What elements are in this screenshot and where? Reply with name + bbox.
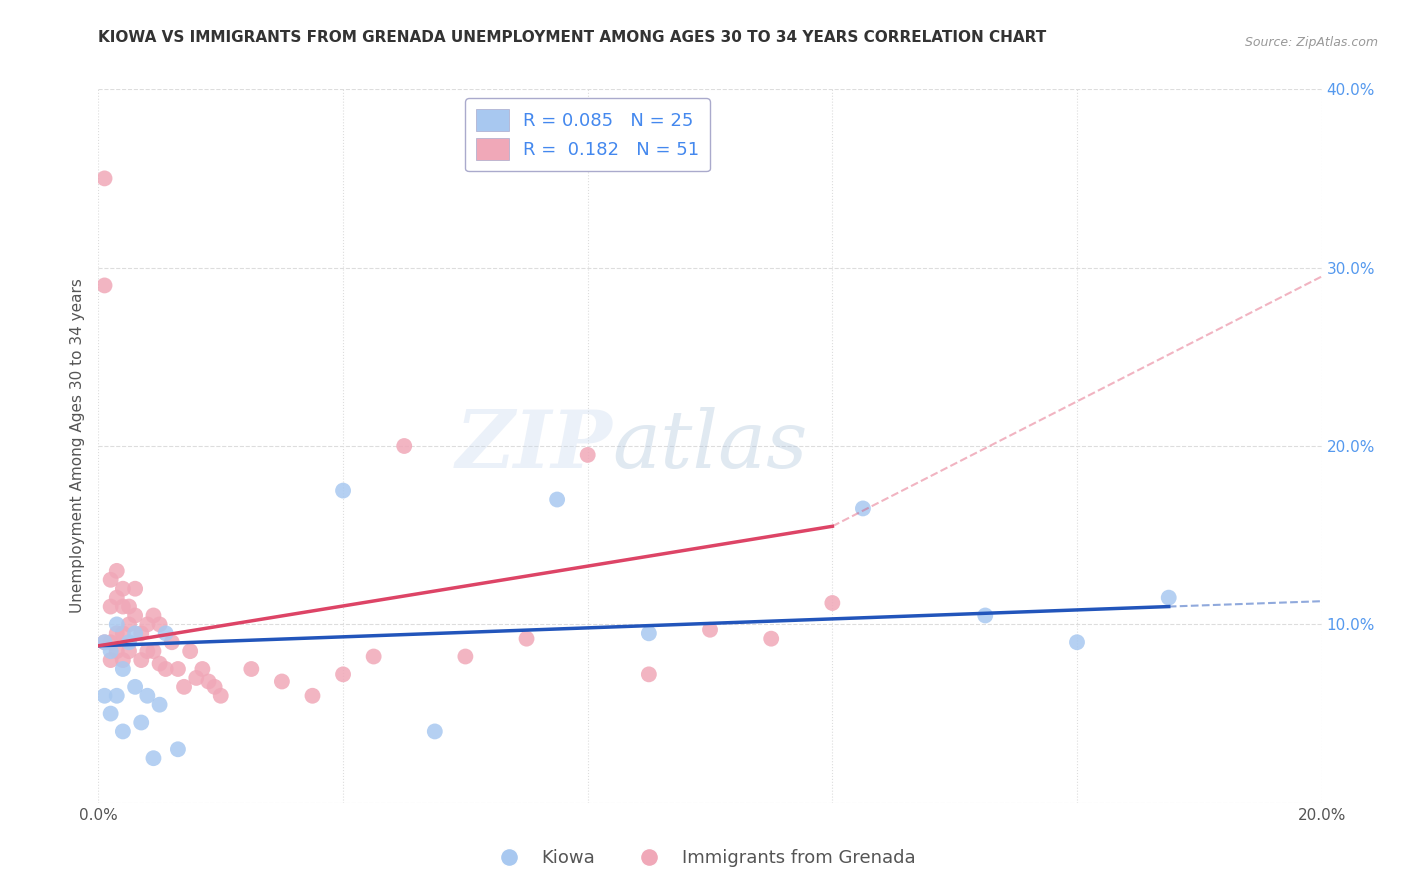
Point <box>118 644 141 658</box>
Text: KIOWA VS IMMIGRANTS FROM GRENADA UNEMPLOYMENT AMONG AGES 30 TO 34 YEARS CORRELAT: KIOWA VS IMMIGRANTS FROM GRENADA UNEMPLO… <box>98 29 1046 45</box>
Point <box>129 715 152 730</box>
Text: atlas: atlas <box>612 408 807 484</box>
Point <box>129 626 152 640</box>
Point <box>124 680 146 694</box>
Point <box>363 649 385 664</box>
Point <box>149 657 172 671</box>
Point <box>124 582 146 596</box>
Point <box>105 591 128 605</box>
Point <box>136 689 159 703</box>
Point <box>186 671 208 685</box>
Point <box>111 626 134 640</box>
Point <box>93 635 115 649</box>
Point <box>546 492 568 507</box>
Point <box>136 644 159 658</box>
Point <box>576 448 599 462</box>
Point <box>136 617 159 632</box>
Point <box>852 501 875 516</box>
Point <box>179 644 201 658</box>
Point <box>1157 591 1180 605</box>
Point <box>149 698 172 712</box>
Point <box>637 626 661 640</box>
Point <box>124 608 146 623</box>
Point <box>111 724 134 739</box>
Point <box>100 653 122 667</box>
Point <box>93 689 115 703</box>
Text: Source: ZipAtlas.com: Source: ZipAtlas.com <box>1244 36 1378 49</box>
Point <box>240 662 263 676</box>
Point <box>155 626 177 640</box>
Point <box>100 599 122 614</box>
Point <box>111 653 134 667</box>
Point <box>759 632 782 646</box>
Point <box>149 617 172 632</box>
Point <box>142 608 165 623</box>
Text: ZIP: ZIP <box>456 408 612 484</box>
Point <box>105 644 128 658</box>
Point <box>118 599 141 614</box>
Point <box>699 623 721 637</box>
Point <box>209 689 232 703</box>
Point <box>105 689 128 703</box>
Point <box>197 674 219 689</box>
Point <box>105 617 128 632</box>
Point <box>111 582 134 596</box>
Point <box>142 751 165 765</box>
Point <box>100 573 122 587</box>
Legend: R = 0.085   N = 25, R =  0.182   N = 51: R = 0.085 N = 25, R = 0.182 N = 51 <box>465 98 710 171</box>
Point <box>392 439 416 453</box>
Point <box>516 632 538 646</box>
Point <box>111 599 134 614</box>
Point <box>821 596 844 610</box>
Point <box>93 171 115 186</box>
Point <box>204 680 226 694</box>
Point <box>332 483 354 498</box>
Point <box>270 674 292 689</box>
Point <box>142 644 165 658</box>
Point <box>160 635 183 649</box>
Point <box>118 617 141 632</box>
Point <box>129 653 152 667</box>
Legend: Kiowa, Immigrants from Grenada: Kiowa, Immigrants from Grenada <box>484 842 922 874</box>
Point <box>301 689 323 703</box>
Point <box>974 608 997 623</box>
Point <box>124 626 146 640</box>
Point <box>332 667 354 681</box>
Point <box>423 724 446 739</box>
Point <box>191 662 214 676</box>
Point <box>100 635 122 649</box>
Point <box>454 649 477 664</box>
Point <box>167 742 190 756</box>
Point <box>637 667 661 681</box>
Point <box>167 662 190 676</box>
Point <box>105 564 128 578</box>
Y-axis label: Unemployment Among Ages 30 to 34 years: Unemployment Among Ages 30 to 34 years <box>69 278 84 614</box>
Point <box>105 626 128 640</box>
Point <box>100 706 122 721</box>
Point <box>93 278 115 293</box>
Point <box>93 635 115 649</box>
Point <box>111 662 134 676</box>
Point <box>1066 635 1088 649</box>
Point <box>118 635 141 649</box>
Point <box>100 644 122 658</box>
Point <box>155 662 177 676</box>
Point <box>173 680 195 694</box>
